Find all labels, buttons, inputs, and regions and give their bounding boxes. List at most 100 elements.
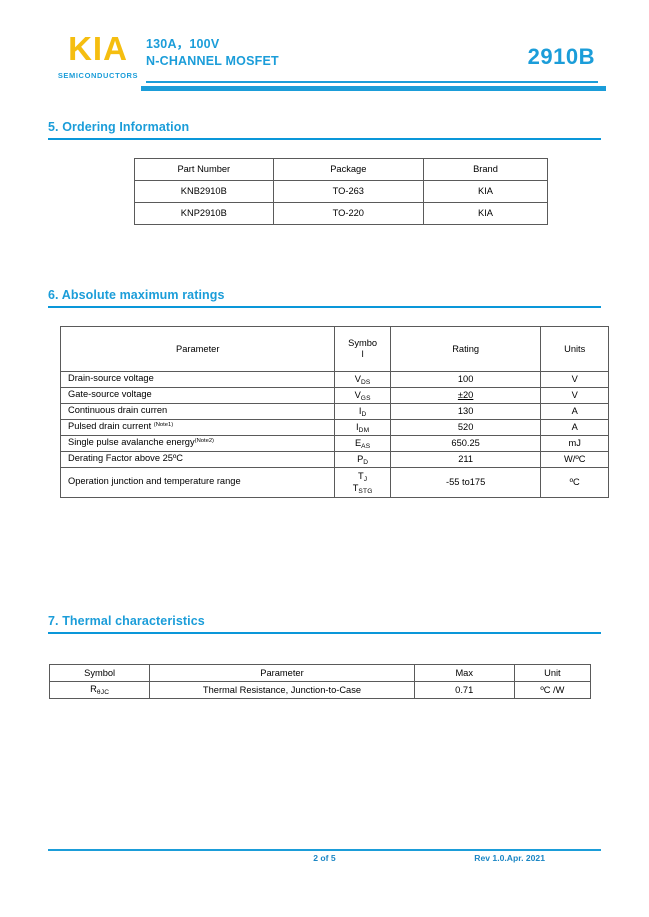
cell-units: W/ºC	[540, 451, 609, 468]
rating-text: ±20	[457, 390, 474, 400]
cell-brand: KIA	[423, 202, 548, 225]
cell-parameter: Continuous drain curren	[59, 403, 336, 420]
col-unit: Unit	[513, 664, 592, 682]
symbol-subscript-2: STG	[358, 487, 373, 495]
parameter-note: (Note1)	[153, 422, 174, 428]
table-row: Gate-source voltage VGS ±20 V	[59, 387, 609, 404]
parameter-text: Gate-source voltage	[68, 389, 152, 399]
parameter-text: Drain-source voltage	[68, 373, 154, 383]
cell-part-number: KNB2910B	[134, 180, 274, 203]
parameter-text: Continuous drain curren	[68, 405, 168, 415]
header-rule-thick	[141, 86, 606, 91]
symbol-base: V	[354, 389, 361, 400]
cell-symbol: ID	[334, 403, 391, 420]
symbol-base: I	[356, 421, 359, 432]
cell-units: A	[540, 403, 609, 420]
cell-rating: 520	[389, 419, 542, 436]
symbol-subscript: D	[361, 410, 367, 418]
symbol-subscript: J	[363, 475, 368, 483]
cell-units: V	[540, 387, 609, 404]
section-heading-ordering: 5. Ordering Information	[48, 120, 190, 134]
section-rule-absolute-max	[48, 306, 601, 308]
col-parameter: Parameter	[149, 664, 415, 682]
cell-symbol: VDS	[334, 371, 391, 388]
cell-units: V	[540, 371, 609, 388]
ordering-information-table: Part Number Package Brand KNB2910B TO-26…	[134, 158, 548, 225]
cell-rating: 211	[389, 451, 542, 468]
cell-symbol: IDM	[334, 419, 391, 436]
part-number-title: 2910B	[527, 44, 595, 69]
cell-rating: 650.25	[389, 435, 542, 452]
cell-parameter: Pulsed drain current (Note1)	[59, 419, 336, 436]
footer-rule	[48, 849, 601, 851]
symbol-base: R	[90, 684, 97, 694]
col-parameter: Parameter	[59, 326, 336, 372]
cell-symbol: TJ TSTG	[334, 467, 391, 498]
col-symbol-line2: l	[361, 349, 364, 359]
col-rating: Rating	[389, 326, 542, 372]
cell-parameter: Gate-source voltage	[59, 387, 336, 404]
symbol-subscript: AS	[361, 442, 371, 450]
symbol-base: E	[354, 437, 362, 448]
parameter-text: Single pulse avalanche energy	[68, 437, 195, 447]
table-row: Drain-source voltage VDS 100 V	[59, 371, 609, 388]
symbol-base-2: T	[352, 482, 359, 493]
parameter-text: Pulsed drain current	[68, 421, 154, 431]
col-symbol: Symbo l	[334, 326, 391, 372]
col-package: Package	[272, 158, 425, 181]
cell-units: ºC	[540, 467, 609, 498]
cell-symbol: EAS	[334, 435, 391, 452]
symbol-base: P	[357, 453, 364, 464]
cell-parameter: Drain-source voltage	[59, 371, 336, 388]
footer-revision: Rev 1.0.Apr. 2021	[474, 853, 545, 863]
cell-symbol: VGS	[334, 387, 391, 404]
section-rule-ordering	[48, 138, 601, 140]
cell-brand: KIA	[423, 180, 548, 203]
thermal-characteristics-table: Symbol Parameter Max Unit RθJC Thermal R…	[48, 664, 592, 699]
table-row: KNP2910B TO-220 KIA	[134, 202, 548, 225]
symbol-subscript: θJC	[96, 689, 110, 696]
cell-rating: -55 to175	[389, 467, 542, 498]
col-brand: Brand	[423, 158, 548, 181]
symbol-subscript: D	[363, 458, 369, 466]
device-spec: 130A，100V N-CHANNEL MOSFET	[146, 36, 279, 69]
table-row: Continuous drain curren ID 130 A	[59, 403, 609, 420]
cell-package: TO-220	[272, 202, 425, 225]
cell-rating: 100	[389, 371, 542, 388]
table-header-row: Symbol Parameter Max Unit	[48, 664, 592, 682]
page-header: KIA SEMICONDUCTORS 130A，100V N-CHANNEL M…	[0, 0, 649, 110]
header-rule-thin	[146, 81, 598, 83]
cell-symbol: RθJC	[48, 681, 151, 699]
parameter-text: Operation junction and temperature range	[68, 476, 241, 486]
cell-parameter: Derating Factor above 25ºC	[59, 451, 336, 468]
symbol-base: I	[358, 405, 362, 416]
cell-rating: 130	[389, 403, 542, 420]
logo-tagline: SEMICONDUCTORS	[57, 71, 139, 80]
parameter-text: Derating Factor above 25ºC	[68, 453, 184, 463]
col-symbol: Symbol	[48, 664, 151, 682]
section-rule-thermal	[48, 632, 601, 634]
logo-wordmark: KIA	[68, 30, 128, 67]
table-row: KNB2910B TO-263 KIA	[134, 180, 548, 203]
cell-parameter: Single pulse avalanche energy(Note2)	[59, 435, 336, 452]
table-row: Operation junction and temperature range…	[59, 467, 609, 498]
table-header-row: Part Number Package Brand	[134, 158, 548, 181]
cell-part-number: KNP2910B	[134, 202, 274, 225]
col-max: Max	[413, 664, 515, 682]
cell-units: A	[540, 419, 609, 436]
absolute-maximum-ratings-table: Parameter Symbo l Rating Units Drain-sou…	[59, 326, 609, 498]
col-part-number: Part Number	[134, 158, 274, 181]
cell-units: mJ	[540, 435, 609, 452]
cell-unit: ºC /W	[513, 681, 592, 699]
table-header-row: Parameter Symbo l Rating Units	[59, 326, 609, 372]
symbol-base: V	[354, 373, 361, 384]
col-units: Units	[540, 326, 609, 372]
cell-rating: ±20	[389, 387, 542, 404]
section-heading-thermal: 7. Thermal characteristics	[48, 614, 205, 628]
table-row: RθJC Thermal Resistance, Junction-to-Cas…	[48, 681, 592, 699]
section-heading-absolute-max: 6. Absolute maximum ratings	[48, 288, 225, 302]
company-logo: KIA SEMICONDUCTORS	[48, 30, 148, 81]
table-row: Derating Factor above 25ºC PD 211 W/ºC	[59, 451, 609, 468]
cell-max: 0.71	[413, 681, 515, 699]
table-row: Single pulse avalanche energy(Note2) EAS…	[59, 435, 609, 452]
